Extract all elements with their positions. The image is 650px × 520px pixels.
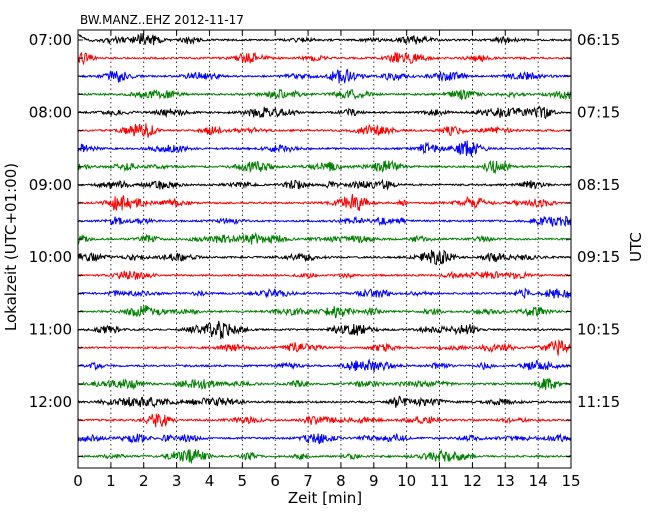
x-tick-label: 12 — [463, 472, 482, 490]
left-time-label: 12:00 — [29, 393, 72, 411]
left-time-label: 08:00 — [29, 103, 72, 121]
seismogram-trace — [77, 159, 571, 175]
x-tick-label: 5 — [238, 472, 248, 490]
grid-lines — [110, 30, 539, 468]
x-tick-label: 4 — [205, 472, 215, 490]
right-time-label: 09:15 — [577, 248, 620, 266]
seismogram-trace — [77, 249, 572, 266]
left-time-label: 09:00 — [29, 176, 72, 194]
seismogram-trace — [77, 32, 572, 46]
seismogram-trace — [77, 140, 571, 157]
x-tick-label: 13 — [496, 472, 515, 490]
x-tick-label: 10 — [397, 472, 416, 490]
seismogram-trace — [77, 193, 571, 211]
x-tick-label: 8 — [336, 472, 346, 490]
right-y-axis-title: UTC — [627, 232, 645, 262]
right-time-label: 10:15 — [577, 321, 620, 339]
x-axis-title: Zeit [min] — [288, 489, 362, 507]
x-tick-label: 15 — [561, 472, 580, 490]
seismogram-trace — [77, 270, 572, 280]
x-tick-label: 6 — [270, 472, 280, 490]
x-tick-label: 3 — [172, 472, 182, 490]
chart-title: BW.MANZ..EHZ 2012-11-17 — [80, 13, 244, 27]
seismogram-trace — [77, 305, 571, 319]
seismogram-trace — [77, 88, 572, 101]
seismogram-trace — [77, 231, 572, 245]
left-tick-labels: 07:00 08:00 09:00 10:00 11:00 12:00 — [29, 31, 72, 411]
seismogram-trace — [77, 178, 572, 191]
seismogram-trace — [77, 105, 572, 120]
plot-frame — [77, 29, 572, 469]
seismogram-trace — [77, 123, 572, 138]
seismogram-trace — [77, 338, 572, 356]
right-time-label: 06:15 — [577, 31, 620, 49]
x-tick-label: 1 — [106, 472, 116, 490]
seismogram-trace — [77, 395, 571, 409]
x-tick-label: 14 — [529, 472, 548, 490]
right-time-label: 08:15 — [577, 176, 620, 194]
left-time-label: 11:00 — [29, 321, 72, 339]
right-tick-labels: 06:15 07:15 08:15 09:15 10:15 11:15 — [577, 31, 620, 411]
seismogram-trace — [77, 320, 572, 340]
seismogram-trace — [77, 51, 572, 66]
seismogram-trace — [77, 287, 572, 300]
seismogram-trace — [77, 215, 572, 228]
x-tick-label: 9 — [369, 472, 379, 490]
axis-ticks — [77, 30, 572, 468]
left-time-label: 07:00 — [29, 31, 72, 49]
seismogram-trace — [77, 432, 572, 445]
x-tick-label: 7 — [303, 472, 313, 490]
seismogram-traces — [77, 32, 572, 465]
x-tick-label: 11 — [430, 472, 449, 490]
seismogram-trace — [77, 68, 571, 84]
x-tick-label: 2 — [139, 472, 149, 490]
seismogram-trace — [77, 378, 572, 391]
seismogram-trace — [77, 412, 571, 428]
seismogram-trace — [77, 358, 572, 372]
right-time-label: 11:15 — [577, 393, 620, 411]
x-tick-labels: 0 1 2 3 4 5 6 7 8 9 10 11 12 13 14 15 — [73, 472, 580, 490]
right-time-label: 07:15 — [577, 103, 620, 121]
seismogram-trace — [77, 448, 571, 465]
x-tick-label: 0 — [73, 472, 83, 490]
left-y-axis-title: Lokalzeit (UTC+01:00) — [2, 163, 20, 331]
left-time-label: 10:00 — [29, 248, 72, 266]
